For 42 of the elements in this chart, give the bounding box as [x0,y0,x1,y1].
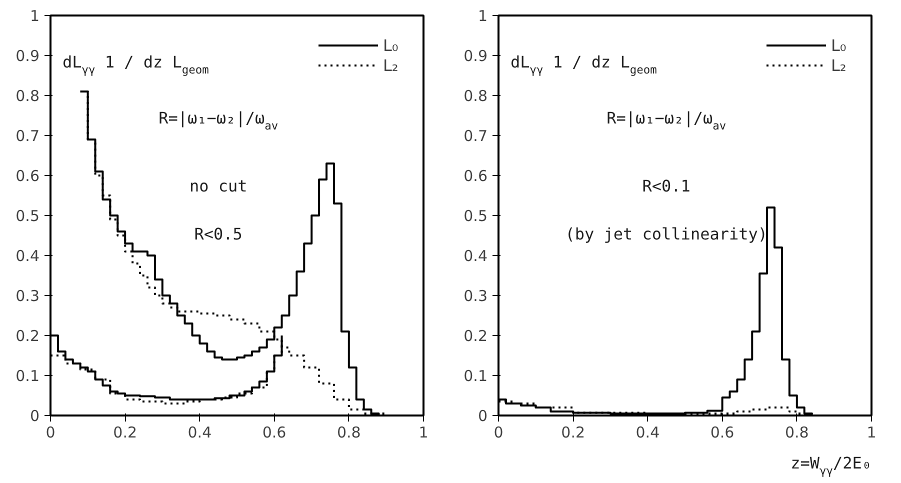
y-tick-label: 1 [30,7,40,25]
y-tick-label: 0.8 [464,87,488,105]
x-tick-label: 0.2 [561,424,586,442]
y-tick-label: 0.1 [16,367,40,385]
x-tick-label: 0.4 [188,424,212,442]
y-tick-label: 0.3 [16,287,40,305]
y-tick-label: 0.5 [16,207,40,225]
annotation: R<0.5 [194,224,242,244]
x-tick-label: 0.6 [262,424,286,442]
y-tick-label: 0.5 [464,207,488,225]
y-tick-label: 0.9 [464,47,488,65]
y-tick-label: 0.1 [464,367,488,385]
y-tick-label: 0.6 [16,167,40,185]
y-tick-label: 0.9 [16,47,40,65]
x-tick-label: 0.8 [784,424,809,442]
y-tick-label: 0.8 [16,87,40,105]
x-tick-label: 0.6 [710,424,734,442]
y-tick-label: 0.7 [464,127,488,145]
y-tick-label: 0.4 [464,247,488,265]
y-tick-label: 1 [478,7,488,25]
y-tick-label: 0.2 [16,327,40,345]
y-tick-label: 0.7 [16,127,40,145]
x-tick-label: 0 [46,424,56,442]
y-tick-label: 0 [478,407,488,425]
legend-label: L₂ [383,56,400,74]
x-tick-label: 0.2 [113,424,138,442]
annotation: R<0.1 [642,176,690,196]
legend-label: L₀ [383,36,400,54]
y-tick-label: 0.6 [464,167,488,185]
x-tick-label: 0.8 [336,424,361,442]
x-tick-label: 1 [418,424,428,442]
legend-label: L₀ [831,36,848,54]
y-tick-label: 0.4 [16,247,40,265]
legend-label: L₂ [831,56,848,74]
annotation: no cut [189,176,248,196]
x-tick-label: 0 [494,424,504,442]
x-tick-label: 1 [866,424,876,442]
y-tick-label: 0.2 [464,327,488,345]
y-tick-label: 0.3 [464,287,488,305]
x-tick-label: 0.4 [636,424,660,442]
annotation: (by jet collinearity) [565,224,768,244]
y-tick-label: 0 [30,407,40,425]
